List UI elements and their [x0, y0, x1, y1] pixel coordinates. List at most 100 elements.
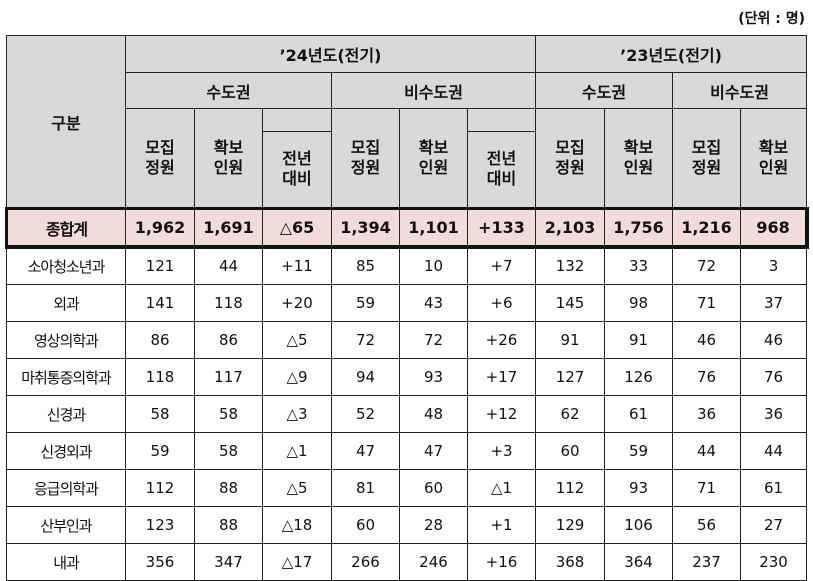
cell-value: 132 [535, 246, 606, 285]
cell-value: 141 [125, 284, 195, 322]
table-row: 내과 356 347 △17 266 246 +16 368 364 237 230 [6, 543, 808, 581]
cell-value: 71 [672, 284, 742, 322]
cell-value: +11 [262, 246, 332, 285]
cell-value: 10 [399, 246, 468, 285]
cell-value: 47 [331, 432, 400, 470]
cell-value: 72 [399, 321, 468, 359]
cell-value: 126 [604, 358, 674, 396]
cell-value: 36 [672, 395, 742, 433]
cell-value: 968 [740, 207, 809, 248]
cell-value: 58 [194, 395, 263, 433]
cell-value: 93 [604, 469, 674, 507]
subheader-secured: 확보 인원 [399, 108, 468, 209]
row-label: 소아청소년과 [6, 246, 126, 285]
cell-value: 88 [194, 506, 263, 544]
cell-value: 27 [740, 506, 808, 544]
row-label: 마취통증의학과 [6, 358, 126, 396]
cell-value: 1,216 [672, 207, 742, 248]
cell-value: 88 [194, 469, 263, 507]
cell-value: 60 [331, 506, 400, 544]
cell-value: 37 [740, 284, 808, 322]
row-label: 신경과 [6, 395, 126, 433]
row-label: 응급의학과 [6, 469, 126, 507]
row-label: 외과 [6, 284, 126, 322]
subheader-secured: 확보 인원 [194, 108, 263, 209]
cell-value: 33 [604, 246, 674, 285]
metro-2024-header: 수도권 [125, 72, 332, 109]
cell-value: 118 [125, 358, 195, 396]
total-row: 종합계 1,962 1,691 △65 1,394 1,101 +133 2,103 1,756… [4, 206, 809, 249]
category-header: 구분 [6, 35, 126, 209]
row-label: 영상의학과 [6, 321, 126, 359]
table-row: 영상의학과 86 86 △5 72 72 +26 91 91 46 46 [6, 321, 808, 359]
nonmetro-2024-header: 비수도권 [330, 72, 537, 109]
subheader-recruit: 모집 정원 [535, 108, 606, 209]
cell-value: 36 [740, 395, 808, 433]
table-row: 신경과 58 58 △3 52 48 +12 62 61 36 36 [6, 395, 808, 433]
cell-value: 56 [672, 506, 742, 544]
cell-value: 121 [125, 246, 195, 285]
cell-value: +3 [466, 432, 537, 470]
cell-value: 44 [672, 432, 742, 470]
cell-value: 44 [740, 432, 808, 470]
cell-value: △9 [262, 358, 332, 396]
cell-value: 86 [125, 321, 195, 359]
cell-value: 123 [125, 506, 195, 544]
cell-value: 46 [740, 321, 808, 359]
cell-value: 76 [672, 358, 742, 396]
cell-value: +12 [466, 395, 537, 433]
cell-value: 112 [125, 469, 195, 507]
cell-value: 93 [399, 358, 468, 396]
cell-value: +20 [262, 284, 332, 322]
metro-2023-header: 수도권 [535, 72, 674, 109]
cell-value: 145 [535, 284, 606, 322]
subheader-secured: 확보 인원 [604, 108, 674, 209]
cell-value: 98 [604, 284, 674, 322]
cell-value: +1 [466, 506, 537, 544]
cell-value: 47 [399, 432, 468, 470]
cell-value: 48 [399, 395, 468, 433]
row-label: 종합계 [5, 207, 126, 248]
subheader-recruit: 모집 정원 [672, 108, 742, 209]
cell-value: 347 [194, 543, 263, 581]
cell-value: 1,394 [331, 207, 400, 248]
cell-value: 237 [672, 543, 742, 581]
cell-value: 59 [331, 284, 400, 322]
cell-value: 59 [604, 432, 674, 470]
cell-value: 60 [535, 432, 606, 470]
row-label: 산부인과 [6, 506, 126, 544]
cell-value: +16 [466, 543, 537, 581]
cell-value: 58 [194, 432, 263, 470]
cell-value: 106 [604, 506, 674, 544]
row-label: 신경외과 [6, 432, 126, 470]
year-2023-header: ’23년도(전기) [535, 35, 808, 73]
table-row: 마취통증의학과 118 117 △9 94 93 +17 127 126 76 76 [6, 358, 808, 396]
cell-value: 44 [194, 246, 263, 285]
cell-value: 127 [535, 358, 606, 396]
cell-value: 71 [672, 469, 742, 507]
cell-value: 58 [125, 395, 195, 433]
cell-value: 91 [604, 321, 674, 359]
cell-value: 246 [399, 543, 468, 581]
cell-value: 43 [399, 284, 468, 322]
cell-value: △1 [262, 432, 332, 470]
cell-value: 129 [535, 506, 606, 544]
table-row: 외과 141 118 +20 59 43 +6 145 98 71 37 [6, 284, 808, 322]
cell-value: +133 [466, 207, 537, 248]
cell-value: 364 [604, 543, 674, 581]
cell-value: △17 [262, 543, 332, 581]
unit-label: (단위 : 명) [738, 11, 805, 27]
cell-value: 117 [194, 358, 263, 396]
cell-value: 59 [125, 432, 195, 470]
cell-value: 72 [672, 246, 742, 285]
cell-value: 81 [331, 469, 400, 507]
cell-value: △3 [262, 395, 332, 433]
table-row: 산부인과 123 88 △18 60 28 +1 129 106 56 27 [6, 506, 808, 544]
cell-value: 230 [740, 543, 808, 581]
cell-value: △65 [262, 207, 332, 248]
year-2024-header: ’24년도(전기) [124, 35, 537, 73]
cell-value: +26 [466, 321, 537, 359]
cell-value: 3 [740, 246, 808, 285]
cell-value: △5 [262, 469, 332, 507]
cell-value: +7 [466, 246, 537, 285]
